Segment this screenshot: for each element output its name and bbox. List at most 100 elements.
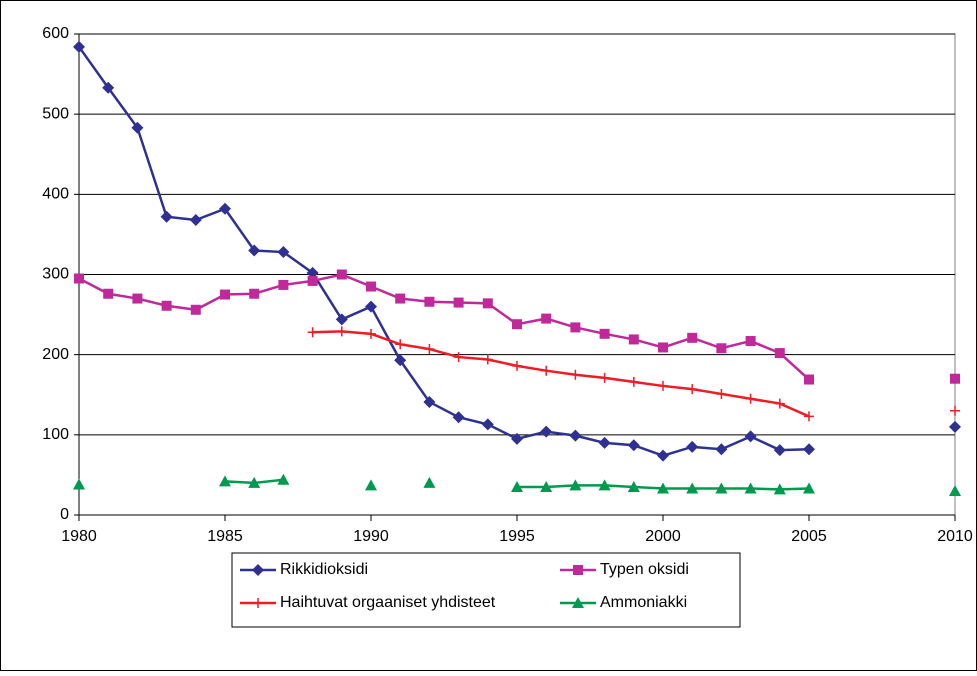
data-point [686, 440, 699, 453]
data-point [511, 432, 523, 445]
data-point [132, 293, 143, 304]
data-point [949, 484, 961, 496]
data-point [102, 81, 115, 94]
data-point [74, 273, 84, 284]
legend-label: Rikkidioksidi [280, 561, 368, 578]
data-point [248, 244, 261, 257]
data-point [424, 344, 435, 355]
data-point [745, 336, 756, 347]
x-tick-label: 2005 [791, 528, 827, 545]
data-point [715, 482, 728, 494]
data-point [277, 473, 290, 485]
legend-label: Ammoniakki [600, 594, 687, 611]
data-point [541, 365, 552, 376]
data-point [715, 443, 728, 456]
data-point [598, 436, 611, 449]
data-point [394, 354, 407, 367]
data-point [366, 281, 376, 292]
data-point [453, 352, 464, 363]
data-point [950, 373, 960, 384]
data-point [628, 376, 639, 387]
data-point [219, 202, 231, 215]
data-point [307, 275, 318, 286]
y-tick-label: 100 [42, 426, 69, 443]
data-point [745, 393, 756, 404]
y-tick-label: 400 [42, 186, 69, 203]
data-point [657, 482, 669, 494]
data-point [190, 304, 201, 315]
data-point [73, 40, 85, 53]
data-point [687, 332, 698, 343]
legend-label: Haihtuvat orgaaniset yhdisteet [280, 594, 496, 611]
data-point [716, 388, 727, 399]
data-point [658, 342, 668, 353]
data-point [395, 339, 406, 350]
data-point [774, 348, 785, 359]
legend-label: Typen oksidi [600, 561, 689, 578]
data-point [773, 444, 786, 457]
legend-marker [573, 565, 583, 575]
data-point [774, 398, 785, 409]
data-point [599, 372, 610, 383]
legend-box [231, 552, 741, 628]
data-point [160, 210, 173, 223]
legend-marker [572, 597, 584, 608]
data-point [686, 482, 699, 494]
data-point [570, 369, 581, 380]
data-point [219, 475, 231, 487]
data-point [569, 429, 582, 442]
y-tick-label: 500 [42, 105, 69, 122]
data-point [949, 420, 961, 433]
data-point [950, 405, 960, 416]
data-point [423, 476, 436, 488]
data-point [803, 443, 815, 456]
y-tick-label: 600 [42, 25, 69, 42]
x-tick-label: 2010 [937, 528, 973, 545]
data-point [103, 288, 114, 299]
data-point [657, 449, 669, 462]
data-point [189, 213, 202, 226]
x-tick-label: 2000 [645, 528, 681, 545]
data-point [424, 296, 435, 307]
data-point [540, 480, 553, 492]
data-point [335, 313, 348, 326]
data-point [598, 479, 611, 491]
data-point [277, 246, 290, 259]
data-point [804, 411, 814, 422]
data-point [744, 482, 757, 494]
x-tick-label: 1995 [499, 528, 535, 545]
legend-marker [252, 564, 264, 576]
data-point [744, 430, 757, 443]
data-point [570, 322, 581, 333]
data-point [540, 425, 553, 438]
data-point [658, 380, 668, 391]
legend-marker [253, 598, 263, 608]
y-tick-label: 0 [60, 506, 69, 523]
data-point [73, 478, 85, 490]
y-tick-label: 200 [42, 346, 69, 363]
data-point [365, 479, 377, 491]
data-point [307, 327, 318, 338]
data-point [773, 483, 786, 495]
data-point [220, 289, 230, 300]
data-point [248, 476, 261, 488]
data-point [627, 480, 640, 492]
data-point [541, 313, 552, 324]
data-point [452, 411, 465, 424]
data-point [249, 288, 260, 299]
data-point [161, 300, 172, 311]
data-point [481, 418, 494, 431]
data-point [569, 479, 582, 491]
data-point [453, 297, 464, 308]
data-point [627, 439, 640, 452]
y-tick-label: 300 [42, 266, 69, 283]
data-point [511, 480, 523, 492]
data-point [716, 343, 727, 354]
data-point [423, 395, 436, 408]
data-point [336, 269, 347, 280]
data-point [512, 360, 522, 371]
x-tick-label: 1980 [61, 528, 97, 545]
data-point [365, 300, 377, 313]
data-point [512, 319, 522, 330]
